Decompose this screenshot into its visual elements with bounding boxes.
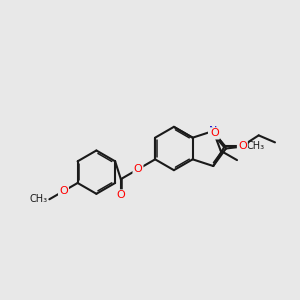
Text: CH₃: CH₃	[246, 141, 264, 151]
Text: O: O	[238, 141, 247, 151]
Text: O: O	[116, 190, 125, 200]
Text: CH₃: CH₃	[30, 194, 48, 204]
Text: N: N	[209, 126, 218, 136]
Text: O: O	[210, 128, 219, 138]
Text: O: O	[59, 186, 68, 196]
Text: O: O	[134, 164, 142, 174]
